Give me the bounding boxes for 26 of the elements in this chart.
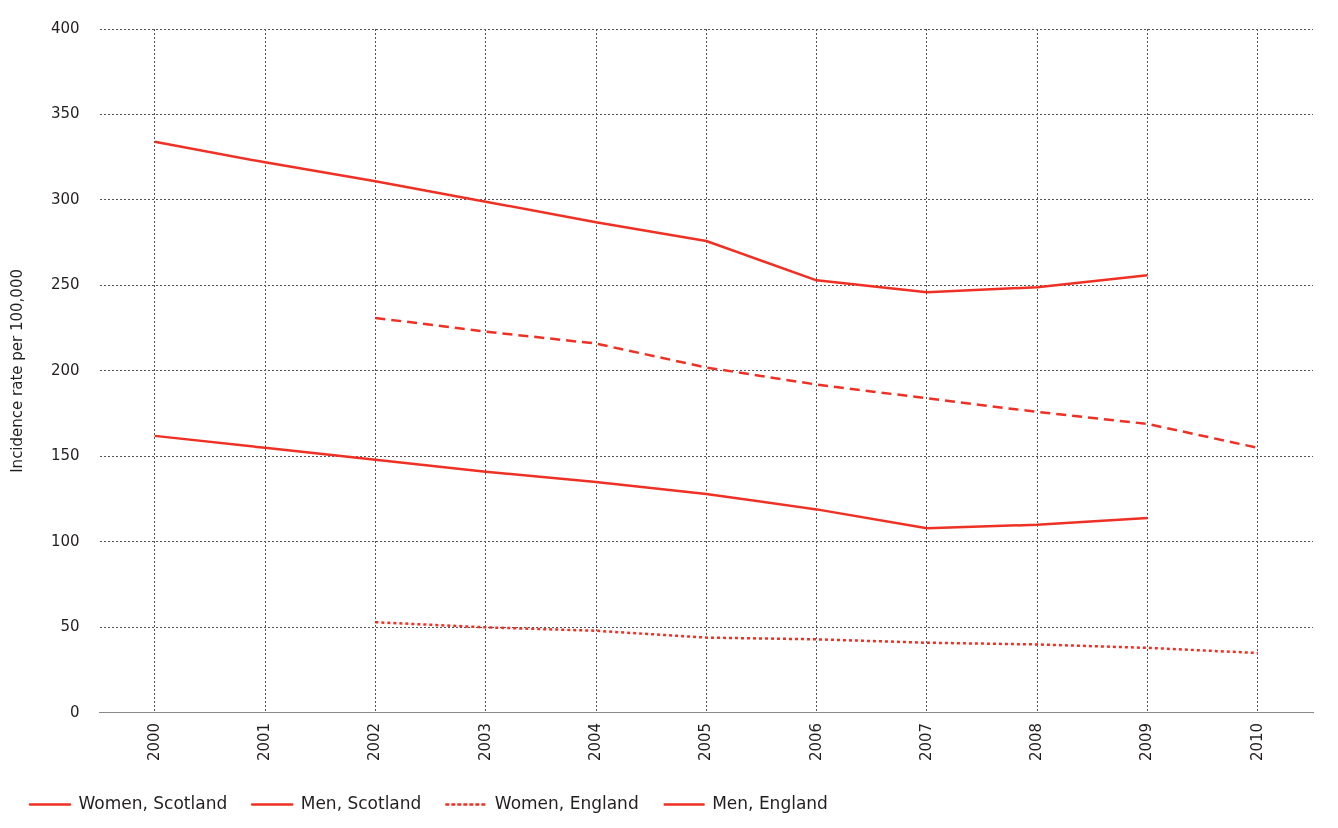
line-series — [374, 620, 1260, 655]
legend-label: Women, Scotland — [78, 792, 228, 813]
y-tick-label: 250 — [50, 275, 80, 294]
y-tick-label: 50 — [60, 617, 80, 636]
x-tick-label: 2009 — [1137, 722, 1156, 762]
x-tick-label: 2001 — [254, 722, 273, 762]
y-tick-label: 200 — [50, 360, 80, 379]
y-tick-label: 150 — [50, 446, 80, 465]
x-tick-label: 2005 — [696, 722, 715, 762]
x-tick-label: 2003 — [475, 722, 494, 762]
legend-label: Women, England — [494, 792, 639, 813]
y-tick-label: 300 — [50, 189, 80, 208]
x-tick-label: 2007 — [916, 722, 935, 762]
x-tick-label: 2008 — [1027, 722, 1046, 762]
x-tick-label: 2002 — [365, 722, 384, 762]
y-tick-label: 350 — [50, 104, 80, 123]
x-tick-label: 2000 — [144, 722, 163, 762]
y-tick-label: 0 — [70, 702, 80, 721]
legend-label: Men, England — [712, 792, 828, 813]
y-tick-label: 400 — [50, 18, 80, 37]
y-axis-title: Incidence rate per 100,000 — [7, 269, 26, 473]
y-tick-label: 100 — [50, 531, 80, 550]
x-tick-label: 2010 — [1247, 722, 1266, 762]
legend-label: Men, Scotland — [300, 792, 422, 813]
x-tick-label: 2004 — [585, 722, 604, 762]
x-tick-label: 2006 — [806, 722, 825, 762]
